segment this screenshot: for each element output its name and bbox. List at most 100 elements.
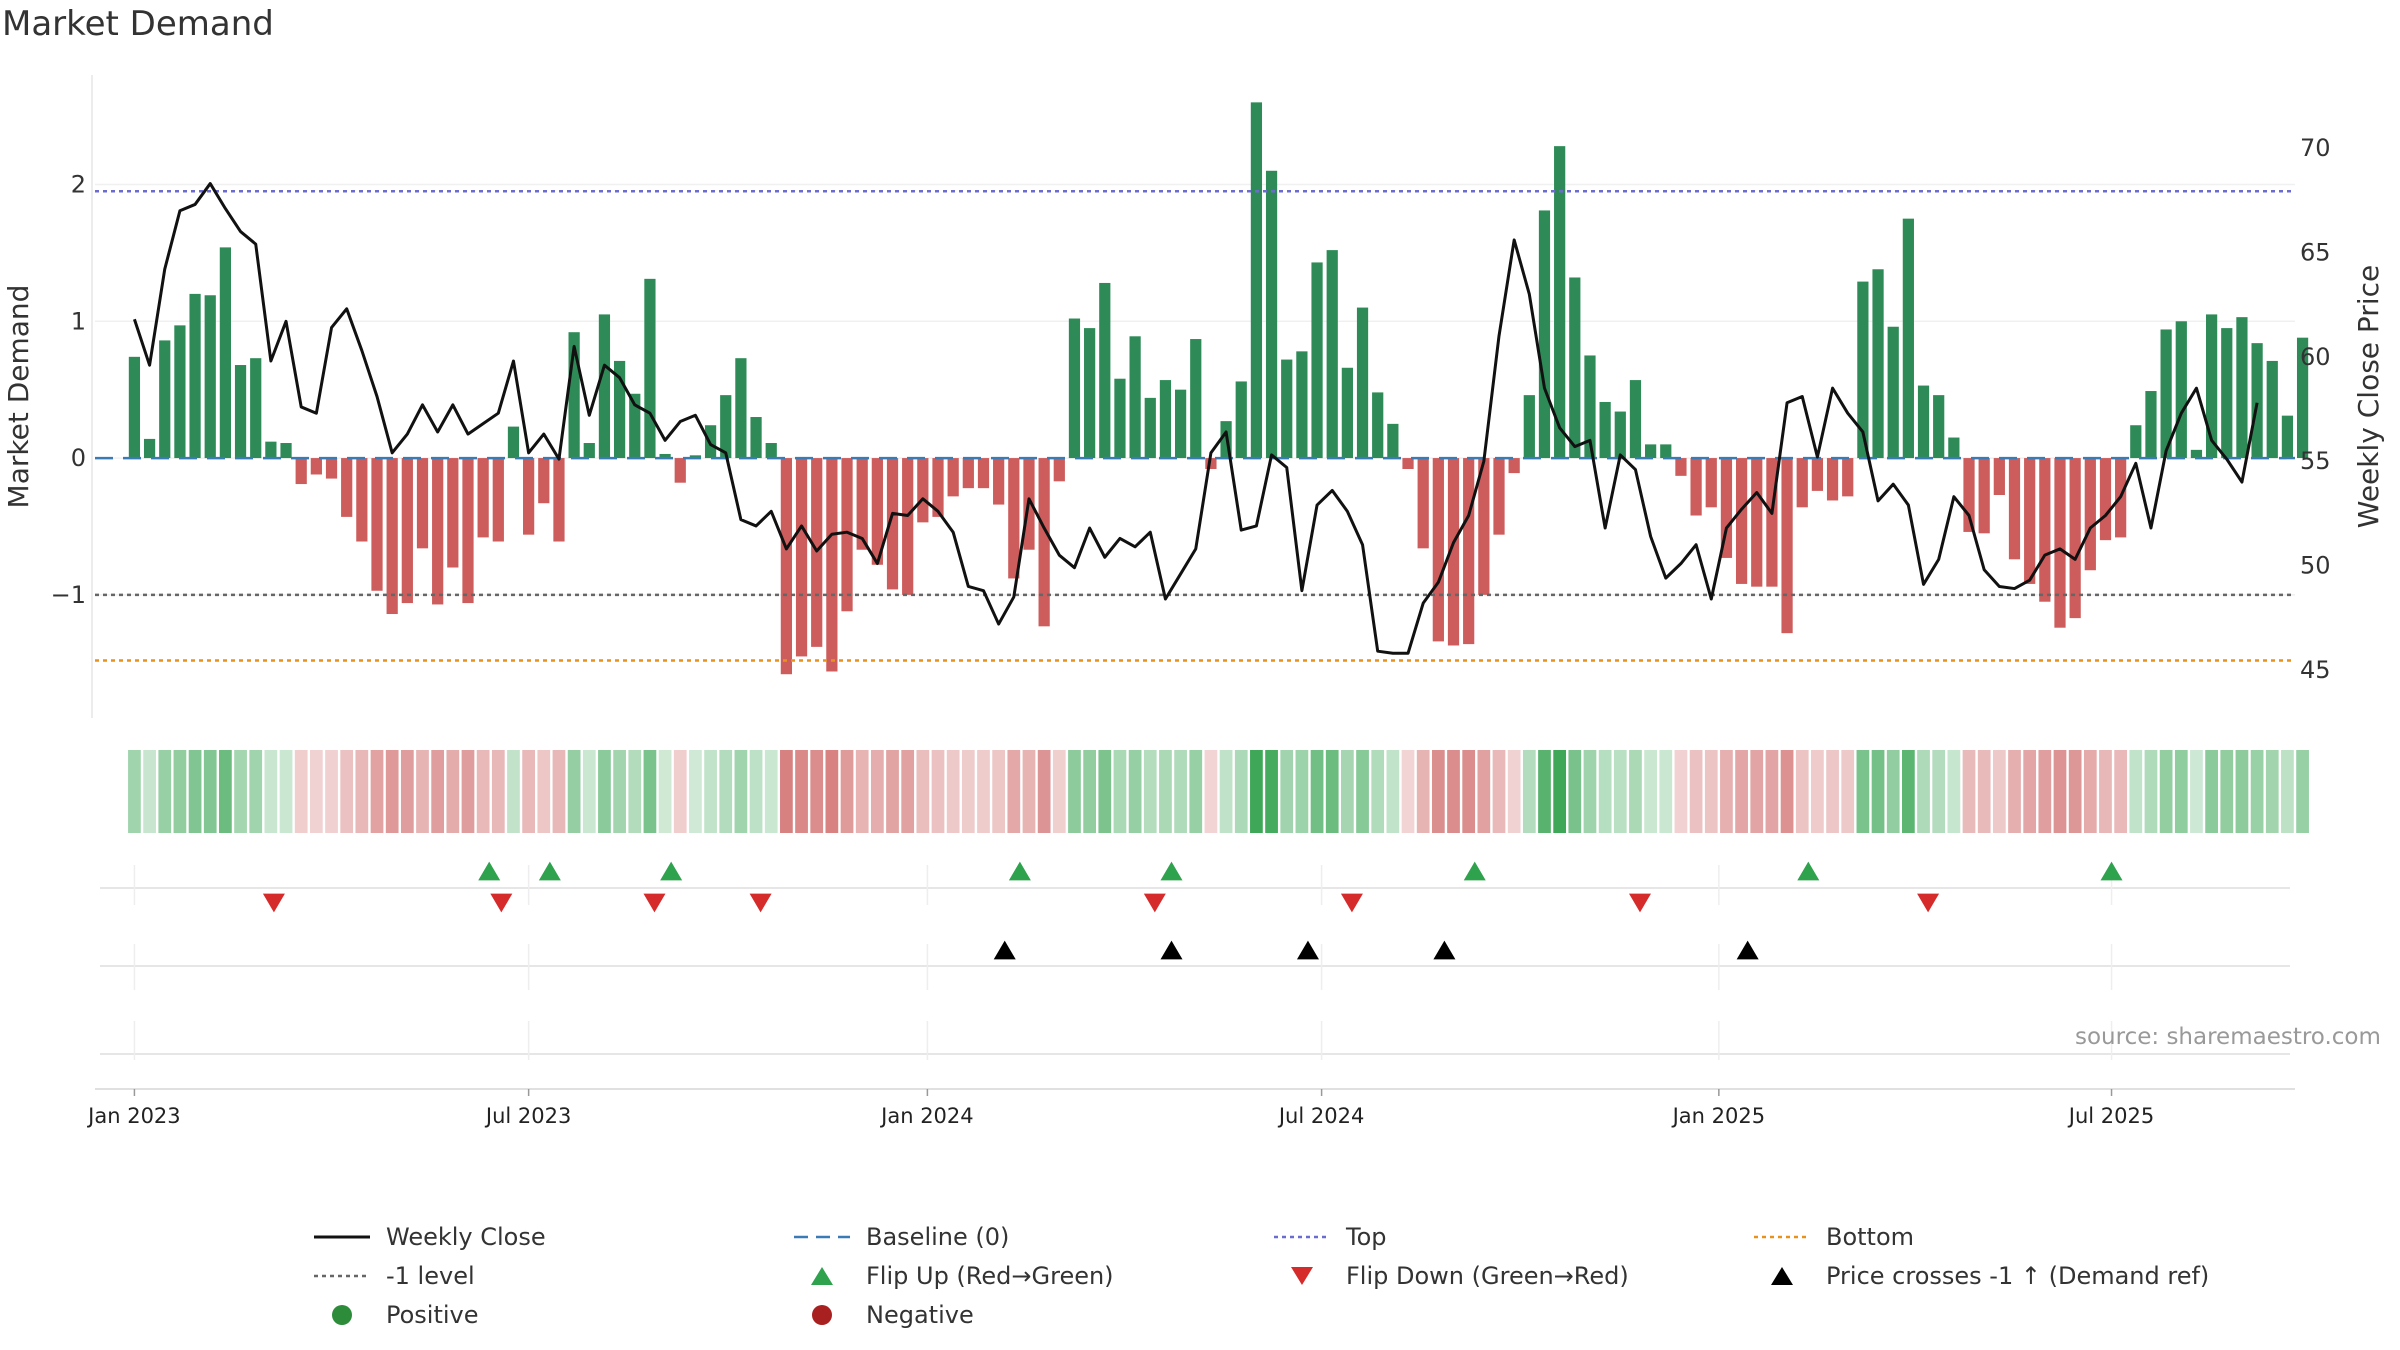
heat-cell: [1477, 750, 1491, 833]
demand-bar-negative: [325, 458, 338, 479]
demand-bar-negative: [2008, 458, 2021, 560]
heat-cell: [1386, 750, 1400, 833]
demand-bar-negative: [1053, 458, 1065, 482]
heat-cell: [1841, 750, 1855, 833]
heat-cell: [1356, 750, 1369, 833]
demand-bar-negative: [674, 458, 686, 483]
demand-bar-negative: [841, 458, 853, 612]
demand-bar-negative: [1508, 458, 1520, 474]
heat-cell: [1143, 750, 1157, 833]
price-cross-marker: [1433, 940, 1456, 960]
heat-cell: [1856, 750, 1870, 833]
legend-label: Negative: [866, 1301, 974, 1329]
heat-cell: [446, 750, 460, 833]
heat-cell: [567, 750, 581, 833]
demand-bar-positive: [750, 417, 762, 459]
demand-bar-negative: [2099, 458, 2112, 541]
demand-bar-negative: [1690, 458, 1702, 516]
flip-down-marker: [1629, 893, 1652, 913]
demand-bar-positive: [1523, 395, 1535, 459]
demand-bar-positive: [2175, 321, 2187, 459]
demand-bar-positive: [1948, 437, 1960, 459]
heat-cell: [2114, 750, 2128, 833]
heat-cell: [1629, 750, 1642, 833]
demand-bar-positive: [280, 443, 292, 459]
heat-cell: [658, 750, 672, 833]
demand-bar-positive: [1296, 351, 1308, 459]
demand-bar-positive: [1599, 401, 1611, 459]
heat-cell: [2083, 750, 2097, 833]
heat-cell: [2023, 750, 2037, 833]
heat-cell: [2068, 750, 2082, 833]
heat-cell: [294, 750, 308, 833]
x-tick-label: Jan 2024: [879, 1104, 974, 1128]
demand-bar-positive: [174, 325, 186, 459]
heat-cell: [628, 750, 642, 833]
demand-bar-positive: [128, 356, 141, 459]
demand-bar-positive: [234, 365, 247, 459]
heat-cell: [598, 750, 611, 833]
heat-cell: [1234, 750, 1248, 833]
heat-cell: [1780, 750, 1794, 833]
demand-bar-positive: [583, 443, 595, 459]
demand-bar-negative: [477, 458, 489, 538]
demand-bar-positive: [507, 426, 520, 459]
demand-bar-negative: [2054, 458, 2066, 628]
demand-bar-negative: [1781, 458, 1793, 634]
demand-bar-positive: [1645, 444, 1657, 459]
demand-bar-negative: [1796, 458, 1808, 508]
heat-cell: [355, 750, 369, 833]
demand-bar-positive: [189, 293, 201, 459]
demand-bar-negative: [886, 458, 899, 590]
demand-bar-positive: [1538, 210, 1551, 459]
legend-triangle-up-icon: [1750, 1261, 1814, 1291]
legend-item: Flip Up (Red→Green): [790, 1261, 1114, 1291]
demand-bar-negative: [780, 458, 792, 675]
heat-cell: [1689, 750, 1703, 833]
heat-cell: [1932, 750, 1946, 833]
demand-bar-positive: [1584, 355, 1596, 459]
heat-cell: [370, 750, 384, 833]
heat-cell: [234, 750, 247, 833]
legend-line-dotted-icon: [310, 1261, 374, 1291]
demand-bar-negative: [462, 458, 474, 604]
heat-cell: [1886, 750, 1900, 833]
flip-down-marker: [1340, 893, 1363, 913]
legend-label: Price crosses -1 ↑ (Demand ref): [1826, 1262, 2210, 1290]
demand-bar-positive: [2160, 329, 2172, 459]
demand-bar-negative: [993, 458, 1005, 505]
heat-cell: [219, 750, 232, 833]
heat-cell: [1962, 750, 1976, 833]
demand-bar-positive: [1235, 381, 1247, 459]
legend-item: Bottom: [1750, 1222, 1914, 1252]
demand-bar-positive: [2145, 391, 2157, 459]
demand-bar-positive: [1159, 380, 1172, 459]
demand-bar-negative: [795, 458, 808, 657]
demand-bar-positive: [613, 360, 626, 459]
demand-bar-negative: [1842, 458, 1854, 497]
flip-down-marker: [749, 893, 772, 913]
x-tick-label: Jul 2025: [2067, 1104, 2154, 1128]
demand-bar-negative: [902, 458, 914, 595]
demand-bar-negative: [1766, 458, 1778, 587]
price-tick-label: 50: [2300, 552, 2331, 580]
heat-cell: [2159, 750, 2173, 833]
demand-bar-positive: [644, 278, 656, 459]
price-cross-marker: [1160, 940, 1183, 960]
demand-bar-positive: [1857, 281, 1869, 459]
legend-item: Negative: [790, 1300, 974, 1330]
demand-bar-negative: [1493, 458, 1505, 535]
heat-cell: [855, 750, 869, 833]
price-tick-label: 65: [2300, 238, 2331, 266]
heat-cell: [310, 750, 323, 833]
legend-line-solid-icon: [310, 1222, 374, 1252]
legend-label: Top: [1346, 1223, 1387, 1251]
heat-cell: [2008, 750, 2021, 833]
heat-cell: [1492, 750, 1506, 833]
flip-up-marker: [1160, 861, 1183, 881]
demand-bar-negative: [1826, 458, 1839, 501]
price-tick-label: 45: [2300, 656, 2331, 684]
price-tick-label: 55: [2300, 447, 2331, 475]
heat-cell: [461, 750, 475, 833]
